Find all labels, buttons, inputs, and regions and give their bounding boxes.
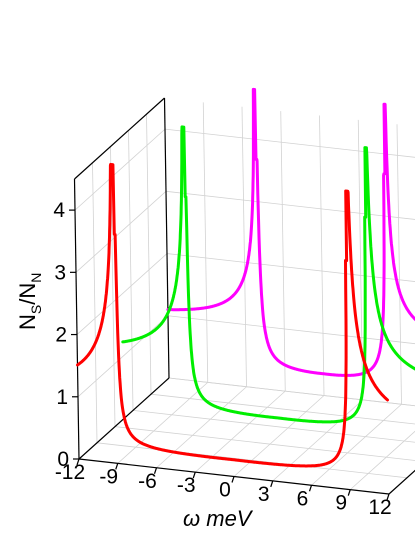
x-tick-mark [386, 493, 390, 501]
side-grid-line [146, 114, 152, 395]
x-tick-mark [115, 463, 119, 470]
z-tick-label: 2 [55, 324, 67, 347]
x-tick-label: 6 [297, 487, 309, 510]
x-tick-label: 12 [368, 496, 391, 519]
z-axis-line [73, 178, 80, 460]
floor-grid-line [132, 410, 415, 443]
x-tick-mark [153, 467, 158, 474]
axes-frame [69, 97, 415, 501]
x-tick-mark [270, 480, 274, 488]
z-tick-label: 3 [54, 261, 66, 284]
floor-grid-line [96, 442, 408, 479]
floor-grid-line [150, 393, 415, 425]
back-grid-line [396, 124, 402, 405]
back-grid-line [319, 115, 325, 396]
back-grid-line [166, 253, 415, 282]
back-grid-line [165, 190, 415, 220]
top-edge-line [74, 97, 165, 180]
series-curve [121, 125, 415, 424]
side-grid-line [76, 253, 168, 335]
side-grid-line [74, 128, 166, 211]
series-curve [166, 87, 415, 377]
y-axis-label: NS/NN [15, 273, 44, 330]
side-grid-line [128, 130, 134, 411]
floor-grid-line [114, 426, 415, 461]
x-tick-mark [347, 489, 351, 496]
x-axis-label: ω meV [183, 506, 254, 531]
x-tick-mark [192, 471, 196, 479]
depth-axis-line [388, 469, 415, 495]
side-grid-line [92, 162, 98, 443]
floor-grid-line [168, 377, 415, 407]
back-grid-line [280, 111, 286, 392]
back-grid-line [164, 128, 415, 158]
back-edge-line [163, 97, 170, 379]
x-tick-mark [76, 458, 80, 466]
z-tick-label: 1 [56, 386, 68, 409]
floor-grid-line [272, 399, 364, 482]
x-tick-label: -3 [177, 474, 196, 497]
back-grid-line [241, 106, 247, 387]
x-tick-label: 3 [258, 483, 270, 506]
x-tick-label: -6 [138, 470, 157, 493]
x-tick-label: -9 [99, 465, 118, 488]
tick-labels: -12-9-6-3036912012340.00 [53, 199, 391, 519]
series-layer [76, 87, 415, 468]
back-grid-line [167, 315, 415, 345]
side-grid-line [75, 191, 167, 273]
series-curve [76, 162, 389, 468]
x-tick-label: -12 [55, 461, 85, 484]
floor-grid-line [311, 403, 402, 486]
z-tick-label: 0 [57, 448, 69, 471]
back-grid-line [202, 102, 209, 383]
floor-grid-line [117, 382, 209, 464]
floor-grid-line [349, 430, 415, 490]
x-tick-label: 9 [335, 492, 347, 515]
side-grid-line [77, 315, 169, 398]
x-tick-label: 0 [219, 479, 231, 502]
back-grid-line [168, 377, 415, 407]
z-tick-label: 4 [53, 199, 65, 222]
x-tick-mark [308, 485, 313, 492]
floor-grid-line [156, 386, 247, 469]
x-tick-mark [231, 476, 235, 483]
